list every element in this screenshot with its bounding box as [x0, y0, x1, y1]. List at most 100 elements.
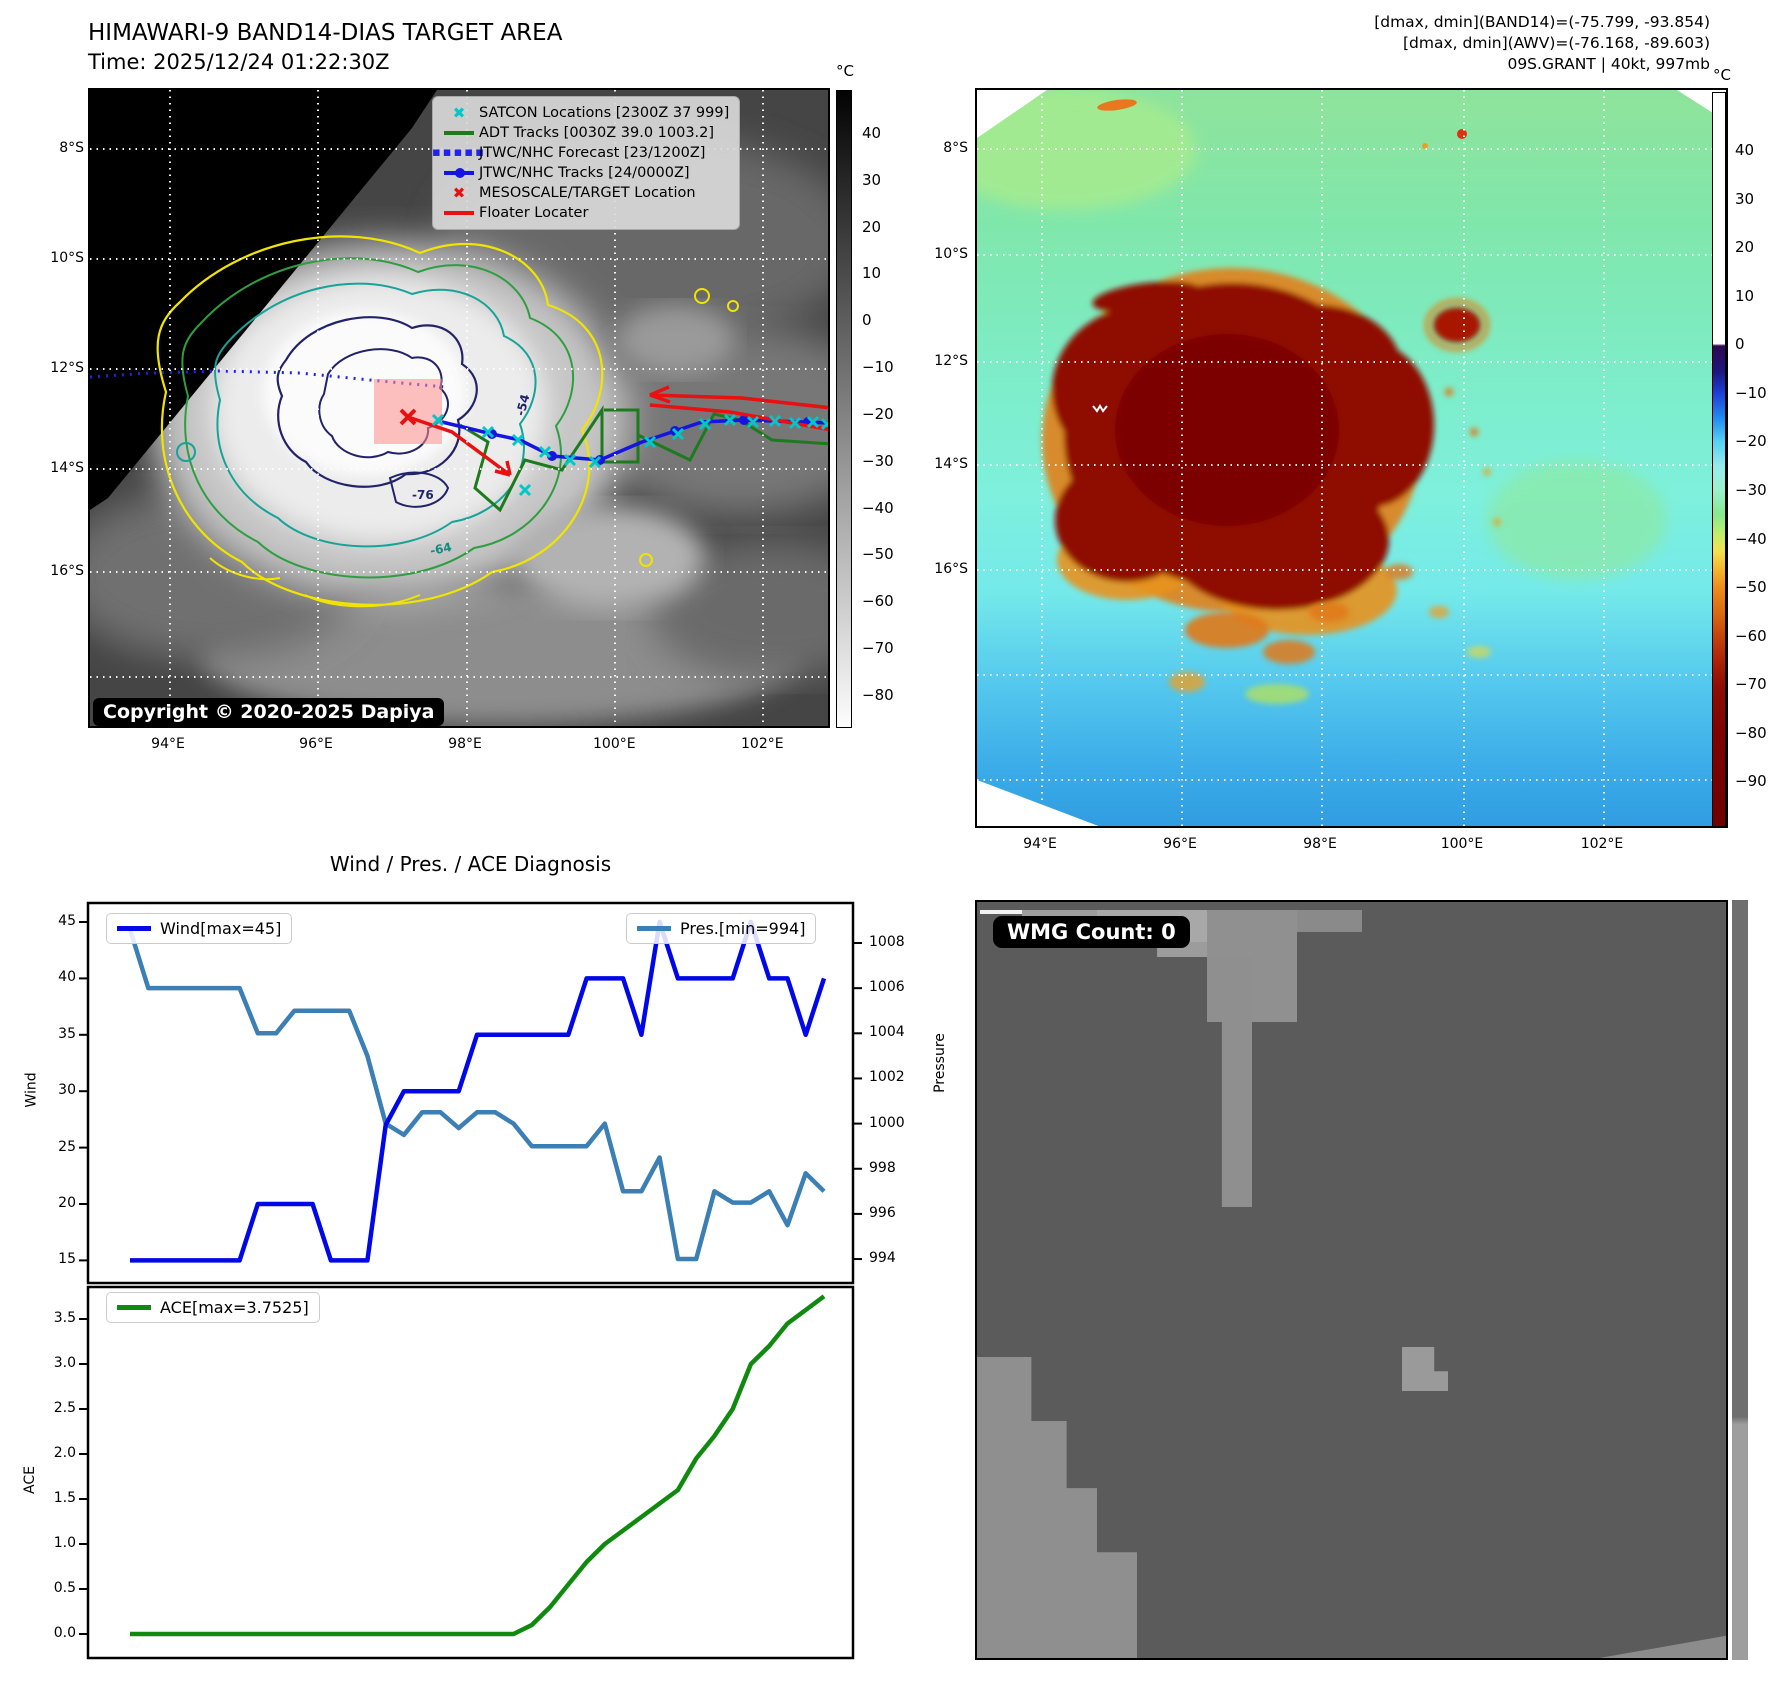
- colorbar-tick: 0: [1735, 335, 1745, 354]
- colorbar-tick: 10: [862, 264, 882, 283]
- ace-ytick: 0.5: [53, 1580, 76, 1596]
- map-legend-row: Floater Locater: [439, 203, 729, 223]
- floater-locater-line: [407, 385, 828, 477]
- copyright-badge: Copyright © 2020-2025 Dapiya: [93, 698, 445, 726]
- lon-label: 100°E: [593, 736, 636, 752]
- wind-legend: Wind[max=45]: [106, 913, 293, 944]
- wind-series-line: [130, 919, 827, 1263]
- pres-ytick: 996: [869, 1204, 896, 1221]
- map-legend-label: Floater Locater: [479, 205, 589, 221]
- wind-ytick: 35: [58, 1025, 76, 1042]
- colorbar-tick: −40: [862, 498, 894, 517]
- pres-legend: Pres.[min=994]: [626, 913, 817, 944]
- wmg-patch: [1297, 910, 1362, 932]
- mesoscale-target-marker: [399, 408, 417, 426]
- ace-ytick: 3.5: [53, 1310, 76, 1326]
- pres-ytick: 1002: [869, 1069, 905, 1086]
- colorbar-tick: −30: [1735, 480, 1767, 499]
- target-area-box: [374, 379, 442, 444]
- colorbar-tick: 10: [1735, 286, 1755, 305]
- lon-label: 102°E: [1580, 836, 1624, 852]
- colorbar-tick: −50: [1735, 578, 1767, 597]
- colorbar-tick: −50: [862, 545, 894, 564]
- page-title: HIMAWARI-9 BAND14-DIAS TARGET AREA: [88, 20, 563, 46]
- colorbar-tick: −40: [1735, 529, 1767, 548]
- ace-ytick: 3.0: [53, 1355, 76, 1371]
- lon-label: 94°E: [1023, 836, 1057, 852]
- awv-color-scene: [977, 90, 1726, 826]
- colorbar-tick: −60: [862, 592, 894, 611]
- cloud-fragments: [1169, 388, 1501, 704]
- line-green-legend-marker: [439, 131, 479, 135]
- colorbar-tick: −30: [862, 451, 894, 470]
- wind-ytick: 40: [58, 969, 76, 986]
- lat-label: 10°S: [50, 250, 84, 266]
- map-legend-row: JTWC/NHC Tracks [24/0000Z]: [439, 163, 729, 183]
- colorbar-tick: −80: [862, 685, 894, 704]
- map-legend-label: MESOSCALE/TARGET Location: [479, 185, 696, 201]
- x-cyan-legend-marker: ✖: [452, 104, 466, 122]
- lat-label: 14°S: [934, 456, 968, 472]
- x-red-legend-marker: ✖: [452, 184, 466, 202]
- jtwc-track-line: [441, 418, 828, 462]
- wmg-patch: [1402, 1347, 1448, 1391]
- wind-ytick: 45: [58, 913, 76, 929]
- wind-ytick: 25: [58, 1138, 76, 1155]
- line-red-legend-marker: [439, 211, 479, 215]
- colorbar-tick: −20: [1735, 432, 1767, 451]
- pres-series-line: [127, 928, 826, 1262]
- colorbar-tick: −60: [1735, 626, 1767, 645]
- ace-series-line: [130, 1294, 826, 1637]
- wmg-patch: [977, 1357, 1137, 1658]
- storm-id-line: 09S.GRANT | 40kt, 997mb: [1507, 55, 1710, 73]
- map-legend-row: ADT Tracks [0030Z 39.0 1003.2]: [439, 123, 729, 143]
- map-legend-label: JTWC/NHC Forecast [23/1200Z]: [479, 145, 706, 161]
- right-colorbar: [1712, 92, 1726, 827]
- awv-color-map: [975, 88, 1728, 828]
- lon-label: 98°E: [448, 736, 482, 752]
- wmg-sliver: [980, 910, 1025, 914]
- ace-ytick: 2.0: [53, 1445, 76, 1461]
- lat-label: 16°S: [934, 561, 968, 577]
- timestamp: Time: 2025/12/24 01:22:30Z: [88, 50, 390, 74]
- satcon-markers: [431, 413, 828, 497]
- pressure-axis-label: Pressure: [931, 1033, 948, 1093]
- pres-ytick: 1006: [869, 979, 905, 996]
- swath-edge-black: [90, 90, 437, 510]
- center-fix-marker: [1092, 404, 1108, 413]
- contour-green: [181, 257, 574, 579]
- cold-cloud-blob: [1042, 268, 1490, 635]
- lat-label: 12°S: [50, 360, 84, 376]
- left-colorbar-unit: °C: [836, 62, 854, 80]
- pres-ytick: 1004: [869, 1024, 905, 1041]
- colorbar-tick: −90: [1735, 772, 1767, 791]
- lon-label: 96°E: [1163, 836, 1197, 852]
- pres-ytick: 998: [869, 1159, 896, 1176]
- colorbar-tick: 40: [862, 124, 882, 142]
- ace-legend-swatch: [117, 1305, 151, 1310]
- ace-legend-label: ACE[max=3.7525]: [160, 1298, 309, 1317]
- map-legend-label: ADT Tracks [0030Z 39.0 1003.2]: [479, 125, 715, 141]
- colorbar-tick: 20: [862, 217, 882, 236]
- dotted-blue-legend-marker: ▪▪▪▪▪: [431, 145, 487, 160]
- band14-ir-map: -54 -76 -64 ✖ SATCON Locations [2300Z 37 …: [88, 88, 830, 728]
- wmg-side-strip: [1732, 900, 1748, 1660]
- lat-label: 8°S: [943, 140, 968, 156]
- dmax-dmin-band14: [dmax, dmin](BAND14)=(-75.799, -93.854): [1374, 13, 1710, 31]
- colorbar-tick: 40: [1735, 141, 1755, 159]
- wind-ytick: 15: [58, 1251, 76, 1268]
- wind-axis-label: Wind: [23, 1072, 40, 1108]
- map-legend-row: ▪▪▪▪▪ JTWC/NHC Forecast [23/1200Z]: [431, 143, 729, 163]
- header-stats: [dmax, dmin](BAND14)=(-75.799, -93.854) …: [1374, 12, 1710, 75]
- lon-label: 102°E: [741, 736, 784, 752]
- wind-ytick: 30: [58, 1082, 76, 1099]
- colorbar-tick: 20: [1735, 238, 1755, 257]
- line-dot-blue-legend-marker: [439, 168, 479, 178]
- map-legend: ✖ SATCON Locations [2300Z 37 999] ADT Trac…: [431, 96, 741, 230]
- dmax-dmin-awv: [dmax, dmin](AWV)=(-76.168, -89.603): [1403, 34, 1710, 52]
- map-legend-label: JTWC/NHC Tracks [24/0000Z]: [479, 165, 690, 181]
- contour-label-76: -76: [412, 488, 434, 502]
- wmg-panel: WMG Count: 0: [975, 900, 1728, 1660]
- pres-legend-label: Pres.[min=994]: [680, 919, 806, 938]
